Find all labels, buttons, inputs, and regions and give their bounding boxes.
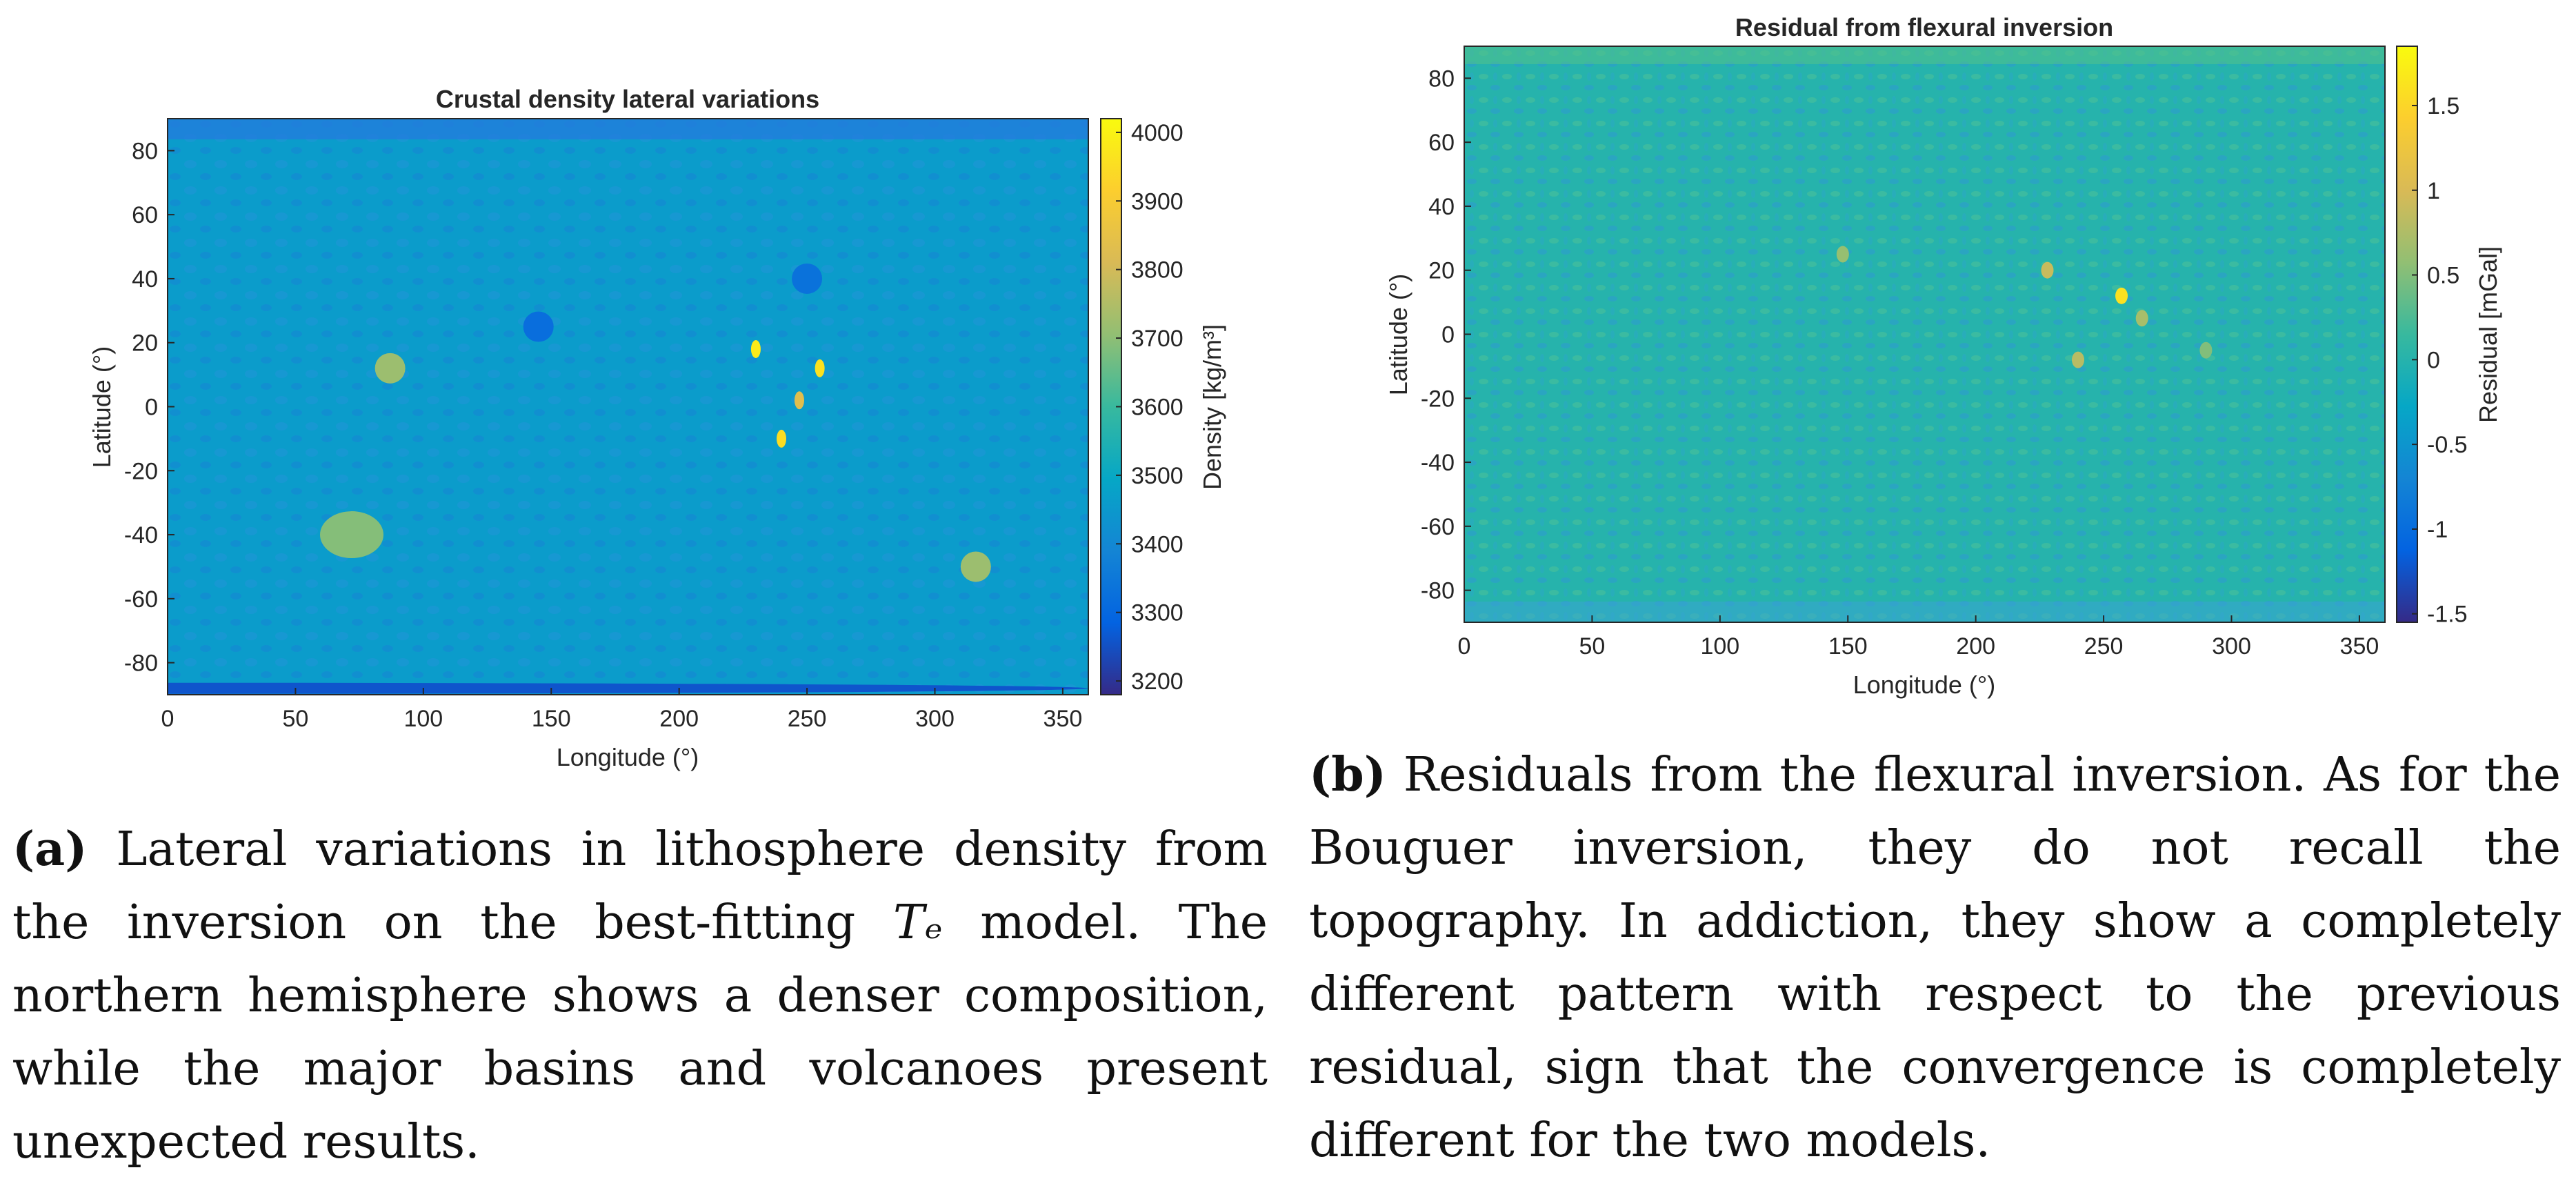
chart-b-feature-0 — [2115, 287, 2128, 304]
chart-b-cbtick-label-6: -1.5 — [2427, 602, 2468, 628]
caption-b: (b) Residuals from the flexural inversio… — [1309, 738, 2561, 1178]
chart-b-ytick-label-2: 40 — [1428, 194, 1455, 220]
chart-b-cbtick-label-4: -0.5 — [2427, 432, 2468, 458]
chart-b-heatmap — [1464, 46, 2385, 622]
chart-a-ytick-label-8: -80 — [124, 651, 158, 677]
chart-a-feature-8 — [792, 263, 823, 294]
chart-a-xtick-label-2: 100 — [403, 706, 443, 732]
caption-b-label: (b) — [1309, 747, 1386, 802]
chart-b-cbtick-label-3: 0 — [2427, 347, 2440, 373]
chart-a: Crustal density lateral variations 0 50 10… — [88, 85, 1226, 771]
chart-b-xtick-label-2: 100 — [1700, 633, 1739, 660]
chart-a-cbtick-label-0: 4000 — [1131, 120, 1184, 146]
chart-b: Residual from flexural inversion 0 50 100 1… — [1384, 13, 2502, 699]
chart-a-feature-4 — [815, 359, 825, 377]
chart-a-feature-0 — [375, 353, 406, 384]
chart-a-xlabel: Longitude (°) — [557, 743, 699, 771]
chart-a-feature-2 — [960, 551, 991, 582]
chart-b-ytick-label-6: -40 — [1421, 450, 1455, 476]
chart-b-cbtick-label-5: -1 — [2427, 517, 2448, 543]
chart-b-xtick-label-5: 250 — [2084, 633, 2124, 660]
chart-a-xtick-label-7: 350 — [1044, 706, 1083, 732]
chart-b-feature-5 — [2199, 341, 2213, 359]
chart-b-feature-1 — [2041, 261, 2054, 279]
chart-b-ylabel: Latitude (°) — [1384, 274, 1412, 395]
chart-b-xtick-label-1: 50 — [1579, 633, 1606, 660]
chart-b-xtick-label-4: 200 — [1956, 633, 1995, 660]
caption-a: (a) Lateral variations in lithosphere de… — [12, 813, 1268, 1179]
chart-b-title: Residual from flexural inversion — [1735, 13, 2113, 41]
chart-a-feature-1 — [320, 511, 383, 559]
chart-b-xtick-label-6: 300 — [2212, 633, 2251, 660]
chart-a-xtick-label-6: 300 — [915, 706, 955, 732]
chart-b-xtick-label-3: 150 — [1828, 633, 1868, 660]
chart-b-ytick-label-4: 0 — [1441, 322, 1455, 348]
chart-b-xtick-label-0: 0 — [1458, 633, 1471, 660]
chart-b-xlabel: Longitude (°) — [1853, 671, 1996, 699]
chart-a-cbtick-label-7: 3300 — [1131, 600, 1184, 626]
chart-b-ytick-label-7: -60 — [1421, 514, 1455, 540]
chart-a-ytick-label-6: -40 — [124, 522, 158, 548]
chart-b-xtick-label-7: 350 — [2340, 633, 2379, 660]
chart-b-feature-3 — [1836, 246, 1849, 263]
chart-a-colorbar-label: Density [kg/m³] — [1198, 324, 1226, 490]
chart-a-feature-9 — [168, 682, 1088, 694]
chart-b-ytick-label-8: -80 — [1421, 578, 1455, 604]
chart-a-feature-7 — [523, 311, 554, 342]
chart-a-ytick-label-1: 60 — [132, 202, 158, 228]
chart-b-cbtick-label-2: 0.5 — [2427, 263, 2459, 289]
chart-b-ytick-label-1: 60 — [1428, 130, 1455, 156]
chart-a-cbtick-label-5: 3500 — [1131, 463, 1184, 489]
chart-b-cbtick-label-1: 1 — [2427, 178, 2440, 204]
chart-a-feature-3 — [750, 340, 761, 358]
chart-a-feature-5 — [777, 429, 786, 448]
chart-a-xtick-label-1: 50 — [283, 706, 309, 732]
chart-b-colorbar — [2396, 46, 2418, 623]
figure: Crustal density lateral variations 0 50 10… — [88, 13, 2502, 771]
caption-a-text-1: Lateral variations in lithosphere densit… — [12, 822, 1268, 950]
chart-a-cbtick-label-8: 3200 — [1131, 668, 1184, 695]
caption-b-text: Residuals from the flexural inversion. A… — [1309, 748, 2561, 1168]
chart-b-ytick-label-3: 20 — [1428, 258, 1455, 284]
chart-a-cbtick-label-3: 3700 — [1131, 326, 1184, 352]
chart-a-xtick-label-0: 0 — [161, 706, 174, 732]
chart-a-ytick-label-2: 40 — [132, 266, 158, 293]
chart-a-ytick-label-0: 80 — [132, 138, 158, 164]
chart-b-feature-4 — [2135, 310, 2148, 327]
chart-a-cbtick-label-6: 3400 — [1131, 531, 1184, 557]
chart-b-feature-2 — [2072, 351, 2084, 368]
chart-b-colorbar-label: Residual [mGal] — [2474, 246, 2502, 423]
chart-b-cbtick-label-0: 1.5 — [2427, 93, 2459, 119]
chart-a-xtick-label-4: 200 — [659, 706, 699, 732]
chart-a-cbtick-label-4: 3600 — [1131, 395, 1184, 421]
chart-a-cbtick-label-1: 3900 — [1131, 188, 1184, 215]
chart-a-ytick-label-5: -20 — [124, 458, 158, 484]
chart-a-xtick-label-5: 250 — [788, 706, 827, 732]
chart-a-feature-6 — [794, 391, 804, 410]
caption-a-te-symbol: Tₑ — [893, 895, 943, 950]
chart-a-ytick-label-4: 0 — [145, 395, 158, 421]
chart-a-heatmap — [168, 119, 1088, 695]
chart-a-cbtick-label-2: 3800 — [1131, 257, 1184, 284]
chart-a-title: Crustal density lateral variations — [436, 85, 819, 113]
chart-b-ytick-label-0: 80 — [1428, 66, 1455, 92]
chart-a-xtick-label-3: 150 — [532, 706, 571, 732]
caption-a-label: (a) — [12, 822, 88, 877]
chart-a-ylabel: Latitude (°) — [88, 346, 116, 468]
chart-b-ytick-label-5: -20 — [1421, 386, 1455, 412]
chart-a-ytick-label-7: -60 — [124, 586, 158, 613]
chart-a-ytick-label-3: 20 — [132, 330, 158, 357]
